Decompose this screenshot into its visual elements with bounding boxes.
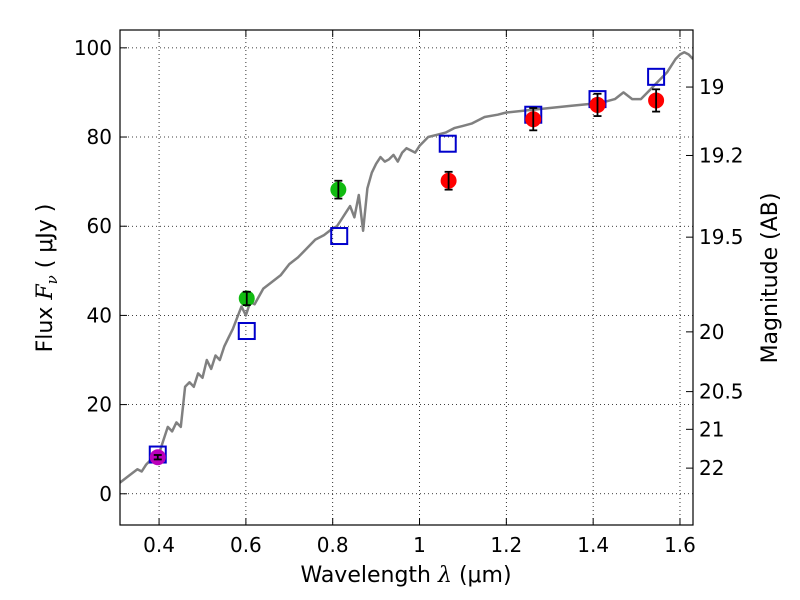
axis-ticks: 0.4 0.6 0.8 1 1.2 1.4 1.6 0 20 40 60 80 100 19 19.2 19.… xyxy=(74,30,744,557)
x-tick-label: 1.2 xyxy=(490,533,522,557)
y-tick-label: 20 xyxy=(87,393,112,417)
magnitude-tick-label: 19.5 xyxy=(699,225,744,249)
magnitude-tick-label: 19.2 xyxy=(699,143,744,167)
y-tick-label: 0 xyxy=(99,482,112,506)
grid-lines xyxy=(120,30,693,525)
x-tick-label: 1 xyxy=(413,533,426,557)
model-photometry-square xyxy=(237,322,256,341)
y-tick-label: 40 xyxy=(87,303,112,327)
magnitude-tick-label: 20.5 xyxy=(699,380,744,404)
magnitude-tick-label: 20 xyxy=(699,320,724,344)
magnitude-tick-label: 19 xyxy=(699,75,724,99)
x-tick-label: 1.4 xyxy=(577,533,609,557)
plot-area xyxy=(120,51,693,484)
model-spectrum-line xyxy=(120,51,693,484)
x-tick-label: 0.8 xyxy=(317,533,349,557)
magnitude-axis-title: Magnitude (AB) xyxy=(758,193,783,364)
x-axis-title: Wavelength λ (μm) xyxy=(300,563,511,588)
model-spectrum-layer xyxy=(120,51,693,484)
plot-frame xyxy=(119,29,694,526)
y-axis-title: Flux Fν ( μJy ) xyxy=(33,204,61,353)
y-tick-label: 100 xyxy=(74,36,112,60)
y-tick-label: 60 xyxy=(87,214,112,238)
x-tick-label: 1.6 xyxy=(664,533,696,557)
observed-points-layer xyxy=(149,88,665,466)
y-tick-label: 80 xyxy=(87,125,112,149)
model-photometry-square xyxy=(330,227,349,246)
model-photometry-layer xyxy=(148,67,666,464)
model-photometry-square xyxy=(647,67,666,86)
x-tick-label: 0.4 xyxy=(143,533,175,557)
magnitude-tick-label: 22 xyxy=(699,456,724,480)
model-photometry-square xyxy=(438,134,457,153)
x-tick-label: 0.6 xyxy=(230,533,262,557)
magnitude-tick-label: 21 xyxy=(699,417,724,441)
